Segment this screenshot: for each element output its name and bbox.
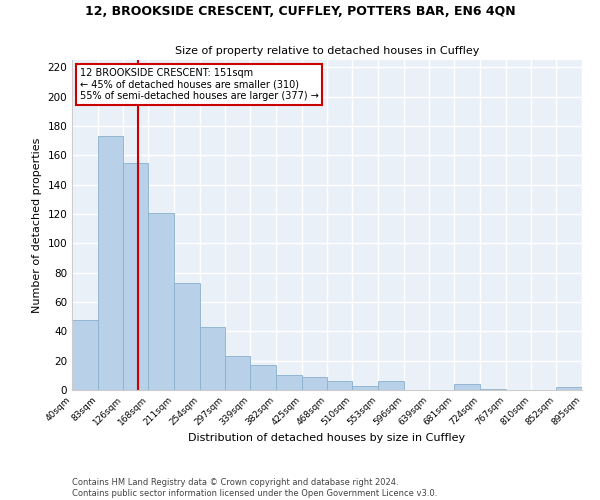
Bar bbox=[378, 381, 404, 390]
Text: 12, BROOKSIDE CRESCENT, CUFFLEY, POTTERS BAR, EN6 4QN: 12, BROOKSIDE CRESCENT, CUFFLEY, POTTERS… bbox=[85, 5, 515, 18]
Bar bbox=[72, 320, 98, 390]
Text: 12 BROOKSIDE CRESCENT: 151sqm
← 45% of detached houses are smaller (310)
55% of : 12 BROOKSIDE CRESCENT: 151sqm ← 45% of d… bbox=[80, 68, 319, 102]
Bar bbox=[276, 376, 302, 390]
Bar bbox=[200, 327, 225, 390]
Bar bbox=[123, 162, 148, 390]
Title: Size of property relative to detached houses in Cuffley: Size of property relative to detached ho… bbox=[175, 46, 479, 56]
Bar bbox=[352, 386, 378, 390]
Bar bbox=[327, 381, 352, 390]
Bar bbox=[454, 384, 480, 390]
X-axis label: Distribution of detached houses by size in Cuffley: Distribution of detached houses by size … bbox=[188, 432, 466, 442]
Bar bbox=[98, 136, 123, 390]
Bar bbox=[174, 283, 200, 390]
Bar bbox=[480, 388, 506, 390]
Text: Contains HM Land Registry data © Crown copyright and database right 2024.
Contai: Contains HM Land Registry data © Crown c… bbox=[72, 478, 437, 498]
Bar bbox=[225, 356, 250, 390]
Y-axis label: Number of detached properties: Number of detached properties bbox=[32, 138, 42, 312]
Bar bbox=[250, 365, 276, 390]
Bar bbox=[556, 387, 582, 390]
Bar bbox=[148, 212, 174, 390]
Bar bbox=[302, 377, 327, 390]
